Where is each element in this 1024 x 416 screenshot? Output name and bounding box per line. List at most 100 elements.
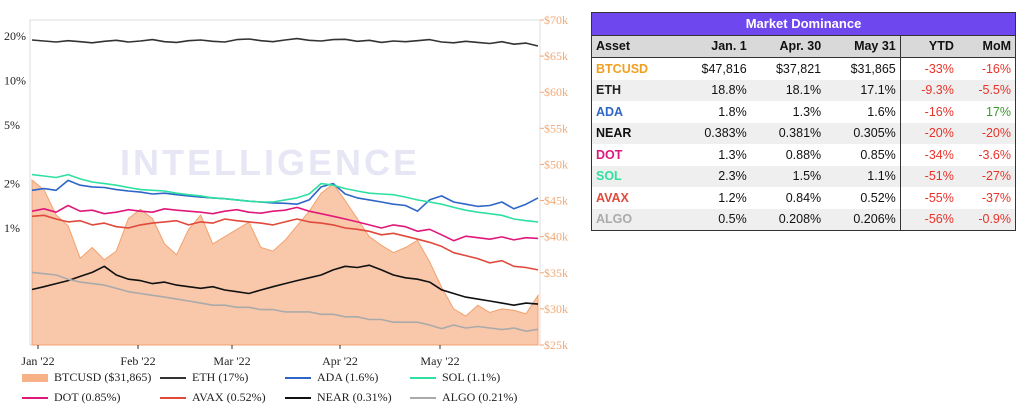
- table-cell: 18.8%: [676, 79, 751, 101]
- watermark-text: INTELLIGENCE: [120, 142, 420, 183]
- table-cell: -55%: [899, 187, 958, 209]
- table-cell: 0.85%: [860, 147, 896, 162]
- column-header: MoM: [957, 35, 1016, 58]
- y-left-tick-label: 5%: [4, 118, 20, 132]
- legend-item: BTCUSD ($31,865): [22, 370, 151, 385]
- table-cell: 1.8%: [718, 104, 747, 119]
- legend-item: ETH (17%): [160, 370, 248, 385]
- x-tick-label: Jan '22: [21, 354, 54, 368]
- x-tick-label: Feb '22: [120, 354, 155, 368]
- column-header: May 31: [825, 35, 901, 58]
- table-cell: $37,821: [775, 61, 822, 76]
- table-cell: 1.2%: [718, 190, 747, 205]
- series-near-line: [31, 264, 539, 306]
- y-right-tick-label: $55k: [544, 121, 568, 135]
- table-cell: -37%: [957, 187, 1016, 209]
- y-left-tick-label: 1%: [4, 221, 20, 235]
- table-cell: BTCUSD: [591, 57, 677, 80]
- y-right-tick-label: $35k: [544, 266, 568, 280]
- legend-label: ETH (17%): [192, 370, 249, 384]
- table-cell: -34%: [899, 144, 958, 166]
- table-cell: 0.208%: [750, 208, 826, 231]
- legend-item: NEAR (0.31%): [285, 390, 392, 405]
- series-btcusd-area: [31, 179, 539, 346]
- series-ada-line: [31, 179, 539, 212]
- table-cell: -56%: [899, 208, 958, 231]
- table-cell: 0.206%: [825, 208, 901, 231]
- series-sol-line: [31, 173, 539, 223]
- column-header: Asset: [591, 35, 677, 58]
- table-cell: 1.3%: [718, 147, 747, 162]
- legend-swatch: [285, 376, 311, 379]
- legend-swatch: [410, 376, 436, 379]
- legend-item: SOL (1.1%): [410, 370, 500, 385]
- table-cell: $47,816: [701, 61, 747, 76]
- table-cell: 1.3%: [792, 104, 822, 119]
- table-cell: NEAR: [591, 122, 677, 144]
- table-cell: DOT: [591, 144, 677, 166]
- market-dominance-table: Market Dominance Asset Jan. 1 Apr. 30 May 3…: [591, 12, 1016, 231]
- y-right-tick-label: $60k: [544, 85, 568, 99]
- legend-item: ALGO (0.21%): [410, 390, 517, 405]
- legend-item: DOT (0.85%): [22, 390, 120, 405]
- legend-swatch: [160, 396, 186, 399]
- table-cell: -27%: [957, 165, 1016, 187]
- table-cell: -20%: [957, 122, 1016, 144]
- x-tick-label: Mar '22: [213, 354, 250, 368]
- legend-label: ALGO (0.21%): [442, 390, 518, 404]
- legend-label: AVAX (0.52%): [192, 390, 266, 404]
- table-cell: 0.52%: [860, 190, 896, 205]
- column-header: YTD: [899, 35, 958, 58]
- table-cell: 1.1%: [825, 165, 901, 187]
- table-cell: AVAX: [591, 187, 677, 209]
- table-cell: 0.383%: [676, 122, 751, 144]
- legend-item: ADA (1.6%): [285, 370, 378, 385]
- legend-label: SOL (1.1%): [442, 370, 501, 384]
- y-right-tick-label: $25k: [544, 338, 568, 352]
- table-cell: -0.9%: [957, 208, 1016, 231]
- legend-label: ADA (1.6%): [317, 370, 379, 384]
- table-cell: -5.5%: [957, 79, 1016, 101]
- dominance-chart: INTELLIGENCE 20% 10% 5% 2% 1% $70k $65k $60k $55k…: [4, 13, 568, 405]
- y-right-tick-label: $45k: [544, 194, 568, 208]
- legend-swatch: [160, 376, 186, 379]
- legend-swatch: [410, 396, 436, 399]
- series-avax-line: [31, 214, 539, 271]
- column-header: Jan. 1: [676, 35, 751, 58]
- y-left-tick-label: 20%: [4, 29, 26, 43]
- y-right-tick-label: $40k: [544, 230, 568, 244]
- table-cell: 2.3%: [676, 165, 751, 187]
- table-cell: ETH: [591, 79, 677, 101]
- table-row: DOT 1.3% 0.88% 0.85% -34% -3.6%: [591, 144, 1016, 166]
- legend-swatch: [285, 396, 311, 399]
- legend-swatch: [22, 373, 48, 382]
- table-cell: 0.5%: [676, 208, 751, 231]
- x-tick-label: May '22: [420, 354, 459, 368]
- y-right-tick-label: $50k: [544, 157, 568, 171]
- table-title: Market Dominance: [591, 12, 1016, 36]
- table-cell: 17%: [957, 101, 1016, 123]
- table-row: ETH 18.8% 18.1% 17.1% -9.3% -5.5%: [591, 79, 1016, 101]
- table-cell: $31,865: [850, 61, 896, 76]
- table-cell: ADA: [591, 101, 677, 123]
- column-header: Apr. 30: [750, 35, 826, 58]
- series-eth-line: [31, 37, 539, 47]
- table-cell: 1.5%: [750, 165, 826, 187]
- table-cell: 18.1%: [750, 79, 826, 101]
- table-row: NEAR 0.383% 0.381% 0.305% -20% -20%: [591, 122, 1016, 144]
- y-right-tick-label: $70k: [544, 13, 568, 27]
- table-row: AVAX 1.2% 0.84% 0.52% -55% -37%: [591, 187, 1016, 209]
- table-cell: 0.84%: [785, 190, 822, 205]
- table-cell: -51%: [899, 165, 958, 187]
- chart-svg: INTELLIGENCE 20% 10% 5% 2% 1% $70k $65k $60k $55k…: [4, 13, 568, 368]
- y-left-tick-label: 2%: [4, 177, 20, 191]
- table-cell: -16%: [957, 57, 1016, 80]
- legend-label: BTCUSD ($31,865): [54, 370, 152, 384]
- y-left-tick-label: 10%: [4, 73, 26, 87]
- table-cell: -16%: [899, 101, 958, 123]
- legend-item: AVAX (0.52%): [160, 390, 266, 405]
- table-cell: 0.88%: [785, 147, 822, 162]
- legend-swatch: [22, 396, 48, 399]
- x-tick-label: Apr '22: [322, 354, 358, 368]
- table-cell: 17.1%: [825, 79, 901, 101]
